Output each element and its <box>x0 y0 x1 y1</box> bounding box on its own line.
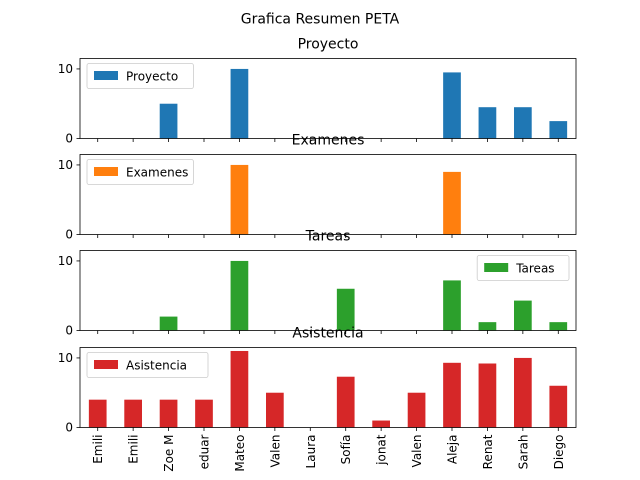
bar-proyecto-4 <box>230 68 249 139</box>
x-tick-label: Valen <box>268 435 282 468</box>
bar-asistencia-9 <box>407 392 426 428</box>
x-tick-label: Zoe M <box>162 435 176 472</box>
subplot-title: Proyecto <box>298 37 359 53</box>
legend-swatch <box>94 167 118 176</box>
bar-tareas-11 <box>478 322 497 331</box>
bar-tareas-13 <box>549 322 568 331</box>
x-tick-label: Emili <box>127 435 141 464</box>
bar-examenes-10 <box>443 171 461 235</box>
axes-frame <box>79 58 577 139</box>
subplot-proyecto: 0 10 Proyecto Proyecto <box>58 37 577 146</box>
x-tick-label: Aleja <box>446 435 460 465</box>
x-tick-label: Mateo <box>233 435 247 472</box>
legend: Tareas <box>476 255 570 281</box>
legend: Proyecto <box>86 63 194 89</box>
subplot-asistencia: 0 10 Asistencia Asistencia <box>58 326 577 435</box>
bar-asistencia-2 <box>159 399 178 428</box>
y-tick-label: 0 <box>65 132 73 146</box>
subplot-tareas: 0 10 Tareas Tareas <box>58 229 577 338</box>
legend: Asistencia <box>86 352 209 378</box>
legend-box <box>86 159 194 185</box>
axes-frame <box>79 347 577 428</box>
bar-asistencia-8 <box>372 420 390 428</box>
subplot-title: Asistencia <box>292 326 363 342</box>
bar-asistencia-11 <box>478 363 497 428</box>
x-tick-label: Sarah <box>516 435 530 470</box>
bar-asistencia-0 <box>88 399 107 428</box>
x-tick-label: Diego <box>552 435 566 470</box>
y-tick-label: 10 <box>58 351 73 365</box>
bar-asistencia-10 <box>443 362 461 428</box>
y-tick-label: 0 <box>65 324 73 338</box>
x-tick-label: Sofía <box>339 435 353 465</box>
bar-proyecto-11 <box>478 107 497 139</box>
bar-proyecto-12 <box>514 107 532 139</box>
y-tick-label: 0 <box>65 421 73 435</box>
y-tick-label: 10 <box>58 62 73 76</box>
legend-box <box>86 63 194 89</box>
bar-proyecto-13 <box>549 121 568 139</box>
legend-label: Tareas <box>515 262 554 276</box>
legend-swatch <box>94 360 118 369</box>
chart-title: Grafica Resumen PETA <box>241 12 400 28</box>
legend-swatch <box>484 263 509 272</box>
y-tick-label: 0 <box>65 228 73 242</box>
x-tick-label: Laura <box>304 435 318 469</box>
bar-asistencia-3 <box>195 399 213 428</box>
axes-frame <box>79 250 577 331</box>
bar-asistencia-13 <box>549 385 568 428</box>
bar-tareas-2 <box>159 316 178 331</box>
x-tick-label: jonat <box>375 434 389 466</box>
legend-box <box>476 255 570 281</box>
bar-proyecto-2 <box>159 103 178 139</box>
bar-asistencia-1 <box>124 399 142 428</box>
subplot-title: Tareas <box>305 229 351 245</box>
bar-tareas-7 <box>336 288 355 331</box>
bar-asistencia-4 <box>230 350 249 428</box>
legend: Examenes <box>86 159 194 185</box>
bar-proyecto-10 <box>443 72 461 139</box>
subplots: 0 10 Proyecto Proyecto 0 10 Examenes Examenes 0 1… <box>58 37 577 472</box>
y-tick-label: 10 <box>58 158 73 172</box>
bar-asistencia-5 <box>266 392 284 428</box>
x-tick-label: eduar <box>198 434 212 469</box>
bar-tareas-12 <box>514 300 532 331</box>
x-tick-label: Renat <box>481 434 495 469</box>
legend-swatch <box>94 71 118 80</box>
x-tick-label: Emili <box>91 435 105 464</box>
legend-label: Proyecto <box>126 70 178 84</box>
subplot-title: Examenes <box>292 133 365 149</box>
bar-asistencia-12 <box>514 357 532 428</box>
bar-asistencia-7 <box>336 376 355 428</box>
legend-box <box>86 352 209 378</box>
legend-label: Examenes <box>126 166 188 180</box>
bar-tareas-4 <box>230 260 249 331</box>
y-tick-label: 10 <box>58 254 73 268</box>
axes-frame <box>79 154 577 235</box>
bar-examenes-4 <box>230 164 249 235</box>
x-tick-label: Valen <box>410 435 424 468</box>
legend-label: Asistencia <box>126 359 187 373</box>
subplot-examenes: 0 10 Examenes Examenes <box>58 133 577 242</box>
bar-tareas-10 <box>443 280 461 331</box>
